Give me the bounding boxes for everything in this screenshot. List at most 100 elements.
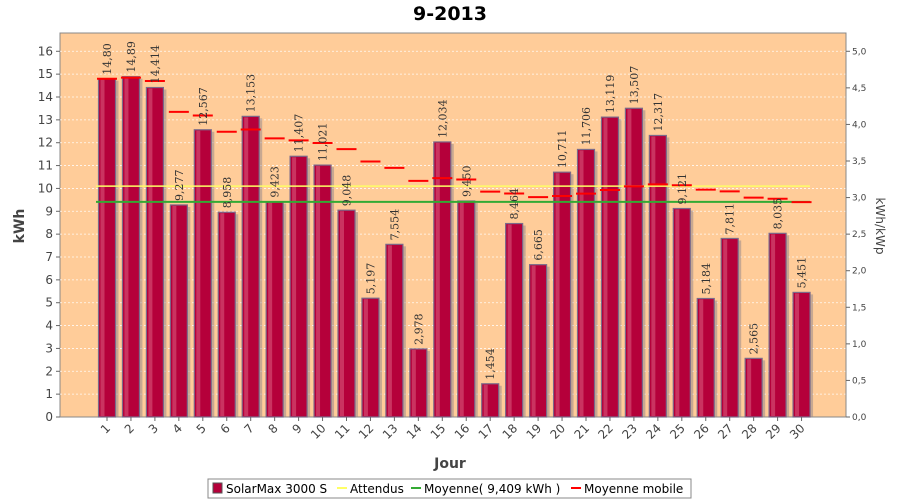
legend-swatch <box>212 482 223 494</box>
bar-highlight <box>268 202 273 416</box>
bar-highlight <box>124 77 129 417</box>
y2-tick-label: 3,0 <box>852 194 867 204</box>
y-tick-label: 4 <box>45 319 53 333</box>
x-tick-label: 7 <box>242 421 257 436</box>
legend-label: Attendus <box>350 482 404 496</box>
data-label: 5,451 <box>796 257 809 289</box>
bar-highlight <box>435 142 440 417</box>
x-tick-label: 20 <box>547 421 568 442</box>
data-label: 9,048 <box>341 175 354 207</box>
y-tick-label: 14 <box>38 90 53 104</box>
y2-tick-label: 2,0 <box>852 267 867 277</box>
y-tick-label: 3 <box>45 341 53 355</box>
bar-highlight <box>196 130 201 417</box>
bar-highlight <box>555 173 560 416</box>
x-axis-label: Jour <box>433 456 466 472</box>
data-label: 5,197 <box>364 263 377 295</box>
x-tick-label: 30 <box>787 421 808 442</box>
data-label: 7,811 <box>724 203 737 235</box>
x-tick-label: 12 <box>356 421 377 442</box>
legend-label: SolarMax 3000 S <box>226 482 327 496</box>
y-tick-label: 15 <box>38 67 53 81</box>
y2-tick-label: 1,0 <box>852 340 867 350</box>
legend-label: Moyenne( 9,409 kWh ) <box>424 482 560 496</box>
x-tick-label: 8 <box>265 421 280 436</box>
data-label: 9,423 <box>269 166 282 198</box>
data-label: 14,414 <box>149 45 162 84</box>
x-tick-label: 13 <box>380 421 401 442</box>
y2-tick-label: 5,0 <box>852 47 867 57</box>
bar-highlight <box>387 245 392 416</box>
data-label: 2,565 <box>748 323 761 355</box>
data-label: 7,554 <box>388 209 401 241</box>
data-label: 9,450 <box>460 166 473 198</box>
bar-highlight <box>316 166 321 416</box>
bar-highlight <box>507 224 512 416</box>
x-tick-label: 29 <box>763 421 784 442</box>
bar-highlight <box>363 299 368 416</box>
y-tick-label: 9 <box>45 204 53 218</box>
x-tick-label: 15 <box>428 421 449 442</box>
y2-axis-label: kWh/kWp <box>873 198 887 255</box>
x-tick-label: 4 <box>170 421 185 436</box>
y-tick-label: 0 <box>45 410 53 424</box>
data-label: 11,706 <box>580 107 593 146</box>
x-tick-label: 16 <box>452 421 473 442</box>
bar-highlight <box>244 117 249 417</box>
y-axis-label: kWh <box>12 209 28 244</box>
x-tick-label: 14 <box>404 421 425 442</box>
bar-highlight <box>675 209 680 416</box>
data-label: 5,184 <box>700 263 713 295</box>
bars <box>97 76 814 418</box>
legend: SolarMax 3000 S Attendus Moyenne( 9,409 kW… <box>207 478 692 499</box>
data-label: 13,153 <box>245 74 258 113</box>
bar-highlight <box>292 157 297 417</box>
x-tick-label: 22 <box>595 421 616 442</box>
y-tick-label: 2 <box>45 364 53 378</box>
y-tick-label: 8 <box>45 227 53 241</box>
data-label: 6,665 <box>532 229 545 261</box>
y2-tick-label: 0,5 <box>852 376 866 386</box>
x-axis: 1 2 3 4 5 6 7 8 9 10 11 12 13 14 15 16 17 18 19 20 21 22 23 24 2… <box>98 417 808 442</box>
x-tick-label: 26 <box>691 421 712 442</box>
x-tick-label: 6 <box>218 421 233 436</box>
x-tick-label: 24 <box>643 421 664 442</box>
data-label: 8,958 <box>221 177 234 209</box>
data-labels: 14,80 14,89 14,414 9,277 12,567 8,958 13,153 9,… <box>101 41 809 380</box>
y-tick-label: 1 <box>45 387 53 401</box>
y-tick-label: 16 <box>38 44 53 58</box>
bar-highlight <box>651 136 656 416</box>
x-tick-label: 17 <box>476 421 497 442</box>
x-tick-label: 3 <box>146 421 161 436</box>
bar-highlight <box>148 88 153 416</box>
y-tick-label: 12 <box>38 136 53 150</box>
x-tick-label: 25 <box>667 421 688 442</box>
y2-tick-label: 4,5 <box>852 84 866 94</box>
bar-highlight <box>172 205 177 416</box>
y2-tick-label: 3,5 <box>852 157 866 167</box>
x-tick-label: 27 <box>715 421 736 442</box>
x-tick-label: 11 <box>332 421 353 442</box>
y-tick-label: 5 <box>45 296 53 310</box>
data-label: 9,277 <box>173 169 186 201</box>
bar-highlight <box>220 213 225 416</box>
bar-highlight <box>483 384 488 416</box>
x-tick-label: 1 <box>98 421 113 436</box>
x-tick-label: 10 <box>308 421 329 442</box>
bar-highlight <box>603 118 608 416</box>
bar-highlight <box>771 234 776 416</box>
y2-tick-label: 4,0 <box>852 120 867 130</box>
data-label: 12,317 <box>652 93 665 132</box>
y2-tick-label: 0,0 <box>852 413 867 423</box>
x-tick-label: 18 <box>500 421 521 442</box>
data-label: 10,711 <box>556 130 569 169</box>
data-label: 12,034 <box>436 99 449 138</box>
bar-highlight <box>340 211 344 416</box>
bar-highlight <box>579 150 584 417</box>
x-tick-label: 23 <box>619 421 640 442</box>
bar-highlight <box>531 265 536 416</box>
data-label: 14,80 <box>101 43 114 75</box>
y-tick-label: 10 <box>38 181 53 195</box>
data-label: 8,035 <box>772 198 785 230</box>
